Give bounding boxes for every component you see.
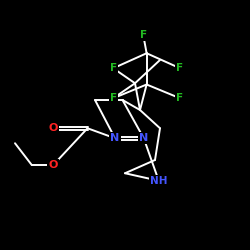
Text: F: F	[176, 93, 184, 103]
Text: F: F	[140, 30, 147, 40]
Text: NH: NH	[150, 176, 168, 186]
Text: N: N	[110, 133, 120, 143]
Text: O: O	[48, 123, 58, 133]
Text: O: O	[48, 160, 58, 170]
Text: N: N	[139, 133, 148, 143]
Text: F: F	[176, 63, 184, 73]
Text: F: F	[110, 63, 117, 73]
Text: F: F	[110, 93, 117, 103]
